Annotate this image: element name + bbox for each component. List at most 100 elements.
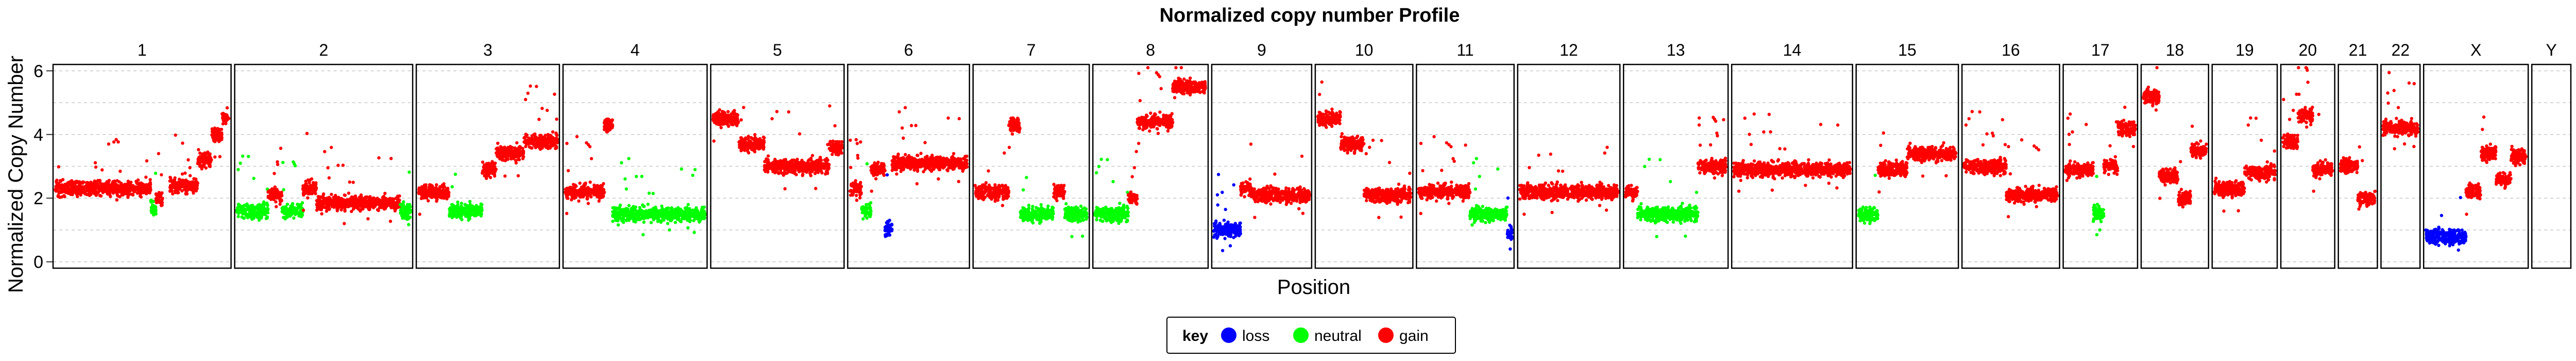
data-point-gain — [388, 198, 393, 202]
data-point-gain — [330, 192, 333, 196]
data-point-gain — [854, 138, 858, 141]
data-point-neutral — [400, 211, 404, 215]
data-point-neutral — [633, 208, 637, 212]
data-point-gain — [589, 157, 594, 160]
data-point-gain — [584, 182, 587, 185]
data-point-gain — [171, 185, 175, 189]
data-point-neutral — [668, 228, 671, 232]
data-point-neutral — [150, 200, 154, 203]
data-point-gain — [115, 186, 119, 190]
data-point-neutral — [150, 210, 154, 215]
data-point-gain — [739, 118, 743, 122]
data-point-neutral — [256, 216, 259, 219]
data-point-gain — [496, 152, 500, 155]
data-point-gain — [577, 199, 581, 203]
data-point-gain — [157, 152, 160, 155]
data-point-gain — [188, 184, 192, 187]
data-point-gain — [274, 200, 278, 204]
data-point-gain — [276, 160, 279, 163]
data-point-gain — [814, 187, 818, 190]
data-point-gain — [121, 185, 125, 189]
data-point-gain — [266, 195, 270, 200]
data-point-gain — [368, 202, 372, 206]
data-point-gain — [54, 189, 58, 192]
data-point-gain — [826, 158, 829, 162]
data-point-neutral — [263, 208, 266, 212]
data-point-gain — [352, 196, 355, 200]
data-point-gain — [86, 182, 90, 186]
data-point-gain — [273, 172, 276, 175]
data-point-gain — [93, 189, 97, 192]
data-point-gain — [379, 206, 383, 209]
data-point-neutral — [244, 214, 248, 217]
data-point-gain — [203, 159, 207, 163]
data-point-neutral — [262, 200, 266, 204]
data-point-gain — [763, 160, 767, 163]
data-point-neutral — [677, 214, 681, 217]
data-point-gain — [529, 84, 532, 88]
data-point-gain — [347, 191, 350, 195]
data-point-gain — [762, 136, 766, 140]
data-point-gain — [100, 168, 104, 172]
data-point-gain — [597, 199, 601, 203]
data-point-gain — [525, 133, 529, 137]
data-point-gain — [130, 188, 134, 191]
data-point-gain — [544, 145, 548, 149]
data-point-gain — [809, 174, 813, 177]
data-point-gain — [858, 182, 862, 186]
data-point-gain — [360, 200, 363, 203]
data-point-gain — [112, 180, 116, 184]
data-point-gain — [198, 163, 201, 167]
data-point-gain — [799, 169, 802, 173]
x-axis-label: Position — [1277, 276, 1350, 299]
data-point-gain — [276, 190, 280, 194]
data-point-neutral — [292, 216, 296, 220]
data-point-gain — [324, 205, 328, 209]
data-point-gain — [778, 166, 782, 170]
data-point-gain — [112, 140, 116, 144]
data-point-neutral — [611, 206, 615, 210]
data-point-gain — [391, 205, 395, 209]
data-point-gain — [93, 192, 96, 195]
data-point-gain — [314, 192, 317, 195]
data-point-gain — [783, 168, 787, 171]
data-point-gain — [599, 195, 603, 199]
data-point-gain — [304, 179, 308, 183]
data-point-gain — [148, 186, 151, 190]
data-point-neutral — [622, 209, 626, 212]
data-point-gain — [726, 113, 730, 117]
data-point-neutral — [464, 210, 468, 214]
data-point-neutral — [449, 206, 452, 210]
data-point-gain — [840, 146, 844, 150]
data-point-gain — [381, 195, 384, 200]
data-point-neutral — [402, 200, 405, 204]
data-point-gain — [767, 166, 771, 169]
data-point-gain — [753, 133, 757, 137]
data-point-neutral — [399, 207, 403, 211]
data-point-gain — [794, 162, 798, 166]
data-point-gain — [92, 184, 96, 188]
data-point-gain — [802, 161, 806, 165]
data-point-neutral — [692, 231, 696, 234]
panel-chr-1: 1 — [52, 41, 232, 269]
data-point-neutral — [650, 209, 654, 213]
data-point-neutral — [282, 188, 285, 192]
data-point-neutral — [405, 213, 409, 217]
data-point-gain — [807, 169, 811, 172]
data-point-gain — [272, 196, 276, 200]
data-point-neutral — [664, 208, 668, 212]
data-point-gain — [806, 159, 810, 162]
data-point-gain — [278, 202, 282, 206]
panel-label: 1 — [138, 41, 147, 59]
data-point-gain — [201, 154, 206, 158]
data-point-gain — [605, 130, 609, 134]
data-point-gain — [778, 159, 783, 162]
data-point-gain — [272, 192, 275, 196]
data-point-neutral — [291, 202, 295, 206]
data-point-neutral — [686, 226, 690, 229]
data-point-gain — [771, 163, 775, 168]
data-point-neutral — [632, 219, 636, 223]
chart-title: Normalized copy number Profile — [1160, 5, 1460, 26]
data-point-neutral — [154, 171, 158, 175]
